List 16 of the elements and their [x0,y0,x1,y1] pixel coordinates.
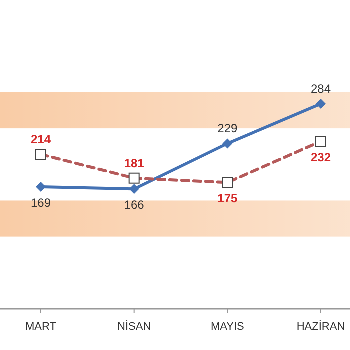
point [222,138,233,149]
point [129,184,140,194]
data-label: 175 [218,192,238,206]
data-label: 181 [124,156,145,170]
data-label: 166 [124,198,145,212]
x-tick-label: MART [26,321,57,333]
data-label: 229 [218,122,238,136]
x-tick-label: NİSAN [118,320,152,333]
point [36,182,46,192]
x-tick-label: MAYIS [210,321,244,333]
data-label: 169 [30,196,52,210]
x-tick-label: HAZİRAN [296,320,346,333]
data-label: 232 [310,150,332,165]
data-label: 284 [310,82,332,96]
data-label: 214 [30,132,52,147]
point [316,99,326,110]
